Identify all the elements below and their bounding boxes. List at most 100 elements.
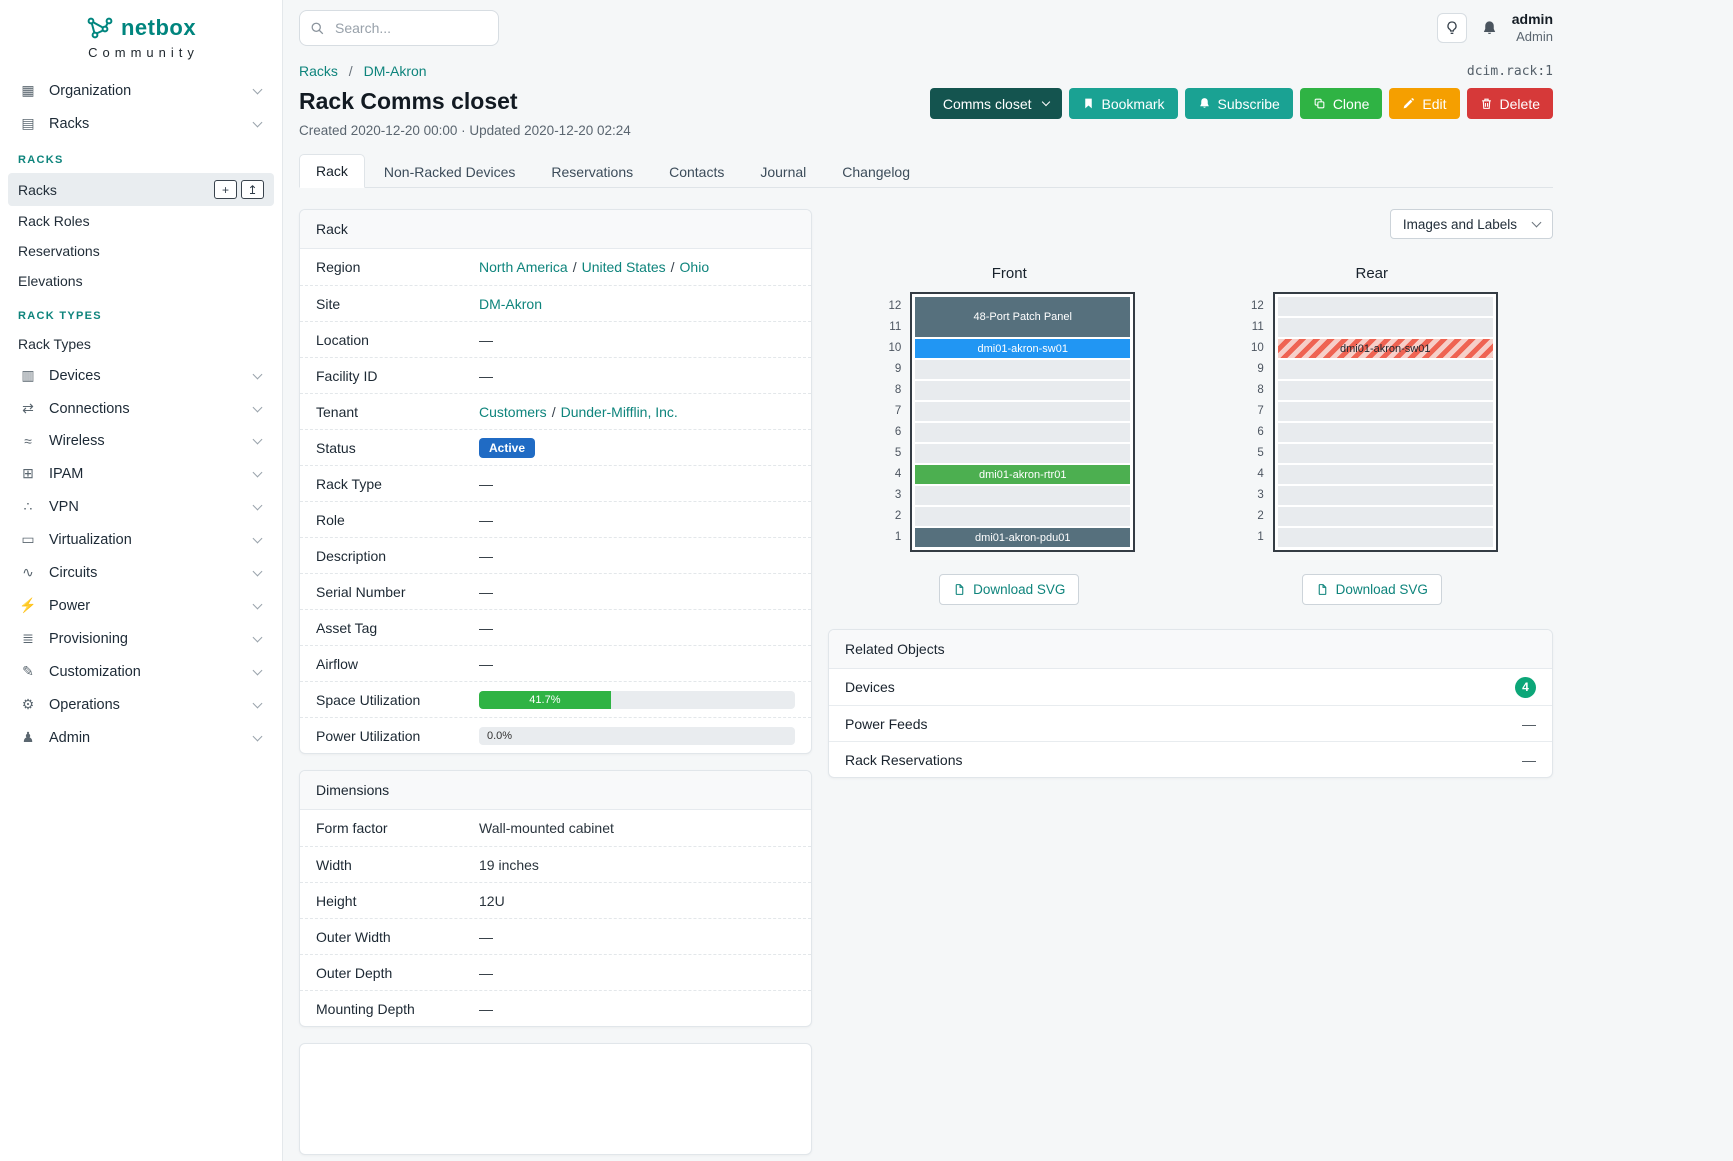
delete-button[interactable]: Delete [1466, 88, 1553, 119]
attr-value: Wall-mounted cabinet [479, 820, 795, 836]
link-north-america[interactable]: North America [479, 259, 568, 275]
sidebar-subitem-reservations[interactable]: Reservations [8, 236, 274, 266]
link-united-states[interactable]: United States [581, 259, 666, 275]
unit-number: 3 [1257, 489, 1264, 501]
theme-toggle-button[interactable] [1436, 13, 1467, 43]
rack-unit-empty[interactable] [915, 423, 1131, 442]
sidebar-subitem-rack-roles[interactable]: Rack Roles [8, 206, 274, 236]
attr-label: Rack Type [316, 475, 382, 492]
sidebar-item-wireless[interactable]: ≈ Wireless [8, 425, 274, 457]
sidebar-item-label: Devices [49, 367, 101, 384]
related-row[interactable]: Devices 4 [829, 669, 1552, 705]
tab-journal[interactable]: Journal [743, 154, 823, 188]
sidebar-subitem-racks[interactable]: Racks + ↥ [8, 173, 274, 206]
link-ohio[interactable]: Ohio [679, 259, 710, 275]
attr-label: Power Utilization [316, 727, 421, 744]
rack-unit-empty[interactable] [915, 402, 1131, 421]
rack-unit-device[interactable]: dmi01-akron-pdu01 [915, 528, 1131, 547]
rack-unit-empty[interactable] [915, 360, 1131, 379]
chevron-down-icon [252, 731, 263, 741]
sidebar-item-virtualization[interactable]: ▭ Virtualization [8, 523, 274, 556]
user-menu[interactable]: admin Admin [1512, 11, 1553, 45]
attr-value-text: — [479, 475, 493, 492]
rack-unit-empty[interactable] [1277, 297, 1493, 316]
elevation-front: Front 12 11 10 9 8 7 6 5 4 3 2 1 48-Port Patch Panel… [828, 265, 1191, 605]
sidebar-item-devices[interactable]: ▥ Devices [8, 359, 274, 392]
download-svg-rear-button[interactable]: Download SVG [1301, 574, 1442, 605]
chevron-down-icon [252, 533, 263, 543]
rack-unit-device[interactable]: dmi01-akron-rtr01 [915, 465, 1131, 484]
rack-unit-device[interactable]: dmi01-akron-sw01 [915, 339, 1131, 358]
rack-unit-device[interactable]: dmi01-akron-sw01 [1277, 339, 1493, 358]
notifications-bell-icon[interactable] [1481, 20, 1498, 37]
tab-non-racked-devices[interactable]: Non-Racked Devices [367, 154, 533, 188]
sidebar-item-ipam[interactable]: ⊞ IPAM [8, 457, 274, 490]
rack-unit-empty[interactable] [1277, 528, 1493, 547]
sidebar-item-power[interactable]: ⚡ Power [8, 589, 274, 622]
attr-value: Active [479, 437, 795, 458]
sidebar-item-label: Circuits [49, 564, 98, 581]
search-input[interactable] [333, 19, 488, 37]
link-dm-akron[interactable]: DM-Akron [479, 295, 543, 312]
breadcrumb-link-dm-akron[interactable]: DM-Akron [363, 63, 427, 79]
rack-unit-device[interactable]: 48-Port Patch Panel [915, 297, 1131, 337]
rack-unit-empty[interactable] [1277, 444, 1493, 463]
tab-contacts[interactable]: Contacts [652, 154, 741, 188]
rack-unit-empty[interactable] [915, 486, 1131, 505]
attr-row: Tenant Customers / Dunder-Mifflin, Inc. [300, 393, 811, 429]
unit-number: 11 [1251, 321, 1264, 333]
images-labels-select[interactable]: Images and Labels [1389, 209, 1553, 239]
unit-number: 1 [894, 531, 902, 543]
attr-row: Status Active [300, 429, 811, 465]
import-icon[interactable]: ↥ [241, 180, 264, 199]
sidebar-subitem-rack-types[interactable]: Rack Types [8, 329, 274, 359]
link-dunder-mifflin-inc[interactable]: Dunder-Mifflin, Inc. [560, 403, 678, 420]
tab-rack[interactable]: Rack [299, 154, 365, 188]
rack-unit-empty[interactable] [1277, 486, 1493, 505]
sidebar-item-racks[interactable]: ▤ Racks [8, 107, 274, 140]
rack-unit-empty[interactable] [1277, 402, 1493, 421]
brand-name: netbox [120, 15, 197, 40]
edit-button[interactable]: Edit [1389, 88, 1460, 119]
sidebar-item-vpn[interactable]: ∴ VPN [8, 490, 274, 523]
sidebar-item-customization[interactable]: ✎ Customization [8, 655, 274, 688]
search-box[interactable] [299, 10, 499, 46]
tab-reservations[interactable]: Reservations [534, 154, 650, 188]
attr-value-text: — [479, 655, 493, 672]
context-dropdown-button[interactable]: Comms closet [929, 88, 1062, 119]
sidebar-subitem-elevations[interactable]: Elevations [8, 266, 274, 296]
rack-unit-empty[interactable] [1277, 507, 1493, 526]
rack-unit-empty[interactable] [1277, 465, 1493, 484]
clone-button[interactable]: Clone [1299, 88, 1383, 119]
rack-unit-empty[interactable] [1277, 381, 1493, 400]
attr-label: Site [316, 295, 341, 312]
rack-unit-empty[interactable] [1277, 360, 1493, 379]
attr-label: Region [316, 259, 361, 275]
rack-elevations: Front 12 11 10 9 8 7 6 5 4 3 2 1 48-Port Patch Panel… [828, 265, 1553, 605]
tab-changelog[interactable]: Changelog [825, 154, 927, 188]
add-icon[interactable]: + [214, 180, 237, 199]
rack-unit-empty[interactable] [915, 444, 1131, 463]
rack-unit-empty[interactable] [1277, 318, 1493, 337]
related-empty-value: — [1522, 715, 1536, 732]
rack-unit-empty[interactable] [1277, 423, 1493, 442]
sidebar-item-circuits[interactable]: ∿ Circuits [8, 556, 274, 589]
rack-unit-empty[interactable] [915, 381, 1131, 400]
sidebar-item-connections[interactable]: ⇄ Connections [8, 392, 274, 425]
sidebar-item-organization[interactable]: ▦ Organization [8, 74, 274, 107]
sidebar-item-operations[interactable]: ⚙ Operations [8, 688, 274, 721]
subscribe-button[interactable]: Subscribe [1184, 88, 1293, 119]
related-row[interactable]: Power Feeds — [829, 705, 1552, 741]
related-row[interactable]: Rack Reservations — [829, 741, 1552, 777]
unit-number: 5 [894, 447, 902, 459]
sidebar-item-provisioning[interactable]: ≣ Provisioning [8, 622, 274, 655]
rack-unit-empty[interactable] [915, 507, 1131, 526]
link-customers[interactable]: Customers [479, 403, 547, 420]
download-svg-front-button[interactable]: Download SVG [939, 574, 1080, 605]
breadcrumb-link-racks[interactable]: Racks [299, 63, 338, 79]
netbox-logo [87, 17, 113, 39]
sidebar-item-admin[interactable]: ♟ Admin [8, 721, 274, 754]
bookmark-button[interactable]: Bookmark [1068, 88, 1178, 119]
attr-value: — [479, 965, 795, 981]
attr-value-text: — [479, 367, 493, 384]
